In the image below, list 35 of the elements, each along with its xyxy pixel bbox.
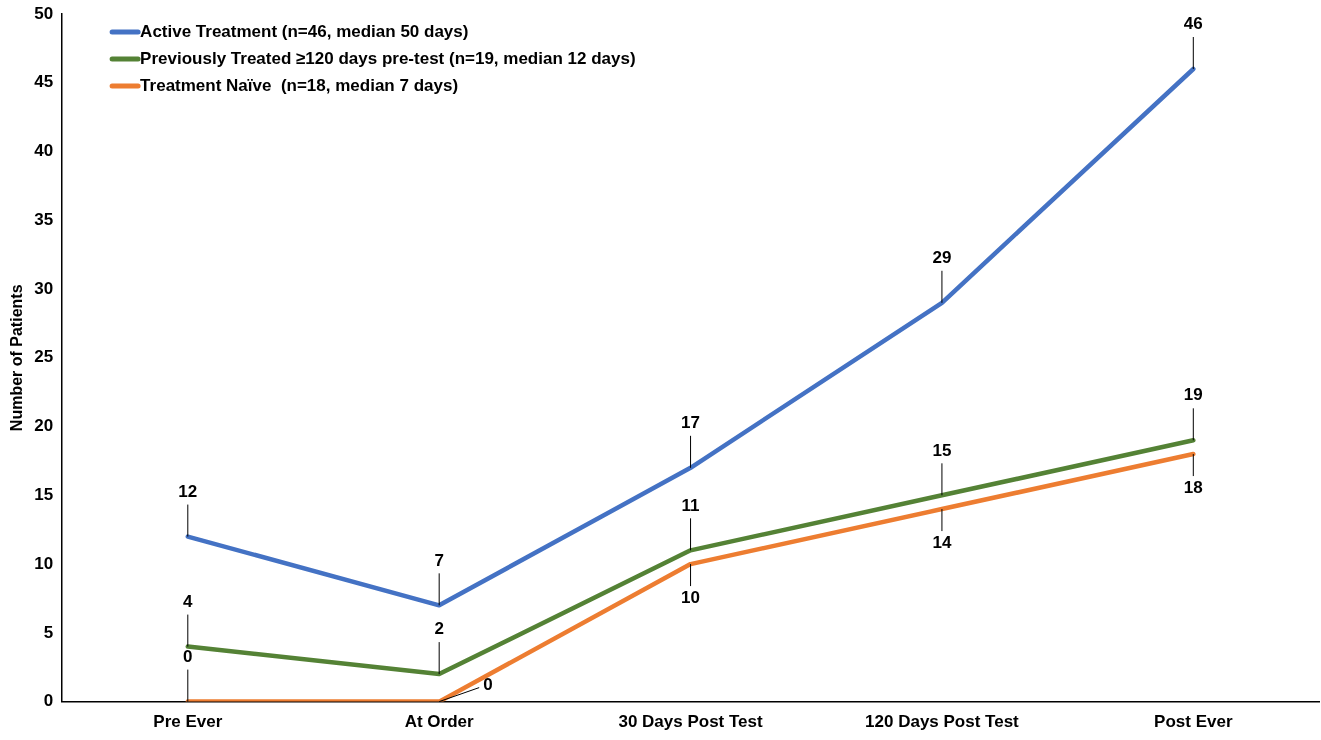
data-label: 29 bbox=[932, 247, 952, 267]
y-tick-label: 5 bbox=[43, 622, 54, 642]
data-label: 11 bbox=[681, 495, 700, 515]
x-tick-label: Post Ever bbox=[1154, 712, 1233, 732]
x-tick-label: 30 Days Post Test bbox=[618, 712, 764, 732]
data-label: 17 bbox=[681, 413, 701, 432]
y-axis-title: Number of Patients bbox=[8, 284, 26, 432]
data-label: 0 bbox=[183, 646, 193, 666]
x-tick-label: Pre Ever bbox=[153, 712, 223, 732]
y-tick-label: 15 bbox=[34, 485, 54, 505]
legend-label: Active Treatment (n=46, median 50 days) bbox=[140, 21, 469, 41]
y-tick-label: 10 bbox=[34, 553, 54, 573]
y-tick-label: 45 bbox=[34, 72, 54, 92]
data-label: 2 bbox=[434, 619, 444, 639]
x-tick-label: 120 Days Post Test bbox=[865, 712, 1020, 732]
y-tick-label: 25 bbox=[34, 347, 54, 367]
y-tick-label: 20 bbox=[34, 416, 54, 436]
data-label: 7 bbox=[434, 550, 444, 570]
y-tick-label: 40 bbox=[34, 141, 54, 161]
data-label: 18 bbox=[1183, 478, 1203, 498]
y-tick-label: 30 bbox=[34, 278, 54, 298]
data-label: 15 bbox=[932, 440, 952, 460]
data-label: 46 bbox=[1183, 14, 1203, 34]
legend-label: Previously Treated ≥120 days pre-test (n=19, median 12 days) bbox=[140, 48, 636, 68]
y-tick-label: 35 bbox=[34, 209, 54, 229]
data-label: 0 bbox=[483, 675, 493, 695]
y-tick-label: 50 bbox=[34, 3, 54, 23]
data-label: 12 bbox=[178, 481, 198, 501]
legend-label: Treatment Naïve (n=18, median 7 days) bbox=[140, 75, 459, 95]
data-label: 14 bbox=[932, 533, 952, 553]
data-label: 10 bbox=[681, 588, 701, 608]
data-label: 4 bbox=[183, 591, 194, 611]
y-tick-label: 0 bbox=[43, 691, 54, 711]
x-tick-label: At Order bbox=[404, 712, 475, 732]
data-label: 19 bbox=[1183, 385, 1203, 405]
